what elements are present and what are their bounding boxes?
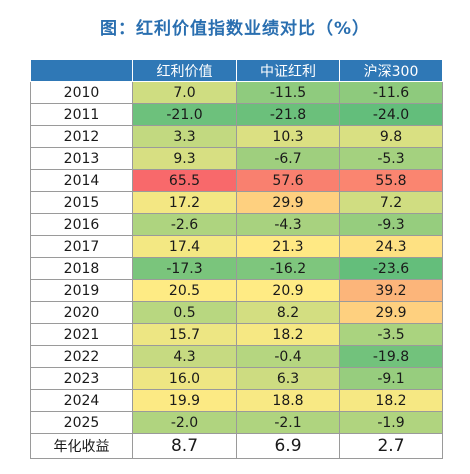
value-cell: -0.4 — [236, 345, 340, 368]
chart-title: 图：红利价值指数业绩对比（%） — [99, 19, 371, 39]
year-label: 2025 — [30, 411, 133, 434]
value-cell: 9.8 — [339, 125, 443, 148]
table-row: 2024 19.9 18.8 18.2 — [30, 389, 443, 412]
value-cell: 20.9 — [236, 279, 340, 302]
year-label: 2011 — [30, 103, 133, 126]
value-cell: 0.5 — [132, 301, 237, 324]
value-cell: -5.3 — [339, 147, 443, 170]
summary-row: 年化收益 8.7 6.9 2.7 — [30, 433, 443, 459]
year-label: 2019 — [30, 279, 133, 302]
value-cell: 15.7 — [132, 323, 237, 346]
value-cell: 29.9 — [339, 301, 443, 324]
year-label: 2018 — [30, 257, 133, 280]
table-row: 2019 20.5 20.9 39.2 — [30, 279, 443, 302]
value-cell: 3.3 — [132, 125, 237, 148]
header-row: 红利价值 中证红利 沪深300 — [30, 59, 443, 82]
table-body: 2010 7.0 -11.5 -11.6 2011 -21.0 -21.8 -24.0 2012… — [30, 81, 443, 459]
summary-label: 年化收益 — [30, 433, 133, 459]
year-label: 2021 — [30, 323, 133, 346]
table-row: 2017 17.4 21.3 24.3 — [30, 235, 443, 258]
value-cell: 19.9 — [132, 389, 237, 412]
value-cell: -2.6 — [132, 213, 237, 236]
performance-table: 红利价值 中证红利 沪深300 2010 7.0 -11.5 -11.6 2011 -21… — [30, 59, 443, 459]
table-row: 2021 15.7 18.2 -3.5 — [30, 323, 443, 346]
value-cell: -1.9 — [339, 411, 443, 434]
value-cell: 16.0 — [132, 367, 237, 390]
year-label: 2024 — [30, 389, 133, 412]
value-cell: -6.7 — [236, 147, 340, 170]
value-cell: 21.3 — [236, 235, 340, 258]
value-cell: -3.5 — [339, 323, 443, 346]
value-cell: -19.8 — [339, 345, 443, 368]
value-cell: -9.3 — [339, 213, 443, 236]
value-cell: 24.3 — [339, 235, 443, 258]
value-cell: -2.0 — [132, 411, 237, 434]
table-row: 2022 4.3 -0.4 -19.8 — [30, 345, 443, 368]
value-cell: -16.2 — [236, 257, 340, 280]
year-label: 2015 — [30, 191, 133, 214]
value-cell: -2.1 — [236, 411, 340, 434]
value-cell: 17.4 — [132, 235, 237, 258]
value-cell: 18.2 — [236, 323, 340, 346]
summary-value: 8.7 — [132, 433, 237, 459]
value-cell: 18.2 — [339, 389, 443, 412]
table-row: 2025 -2.0 -2.1 -1.9 — [30, 411, 443, 434]
table-row: 2013 9.3 -6.7 -5.3 — [30, 147, 443, 170]
value-cell: 18.8 — [236, 389, 340, 412]
column-header: 沪深300 — [339, 59, 443, 82]
value-cell: -24.0 — [339, 103, 443, 126]
value-cell: 4.3 — [132, 345, 237, 368]
year-label: 2012 — [30, 125, 133, 148]
value-cell: 39.2 — [339, 279, 443, 302]
value-cell: 7.2 — [339, 191, 443, 214]
value-cell: -21.8 — [236, 103, 340, 126]
value-cell: 6.3 — [236, 367, 340, 390]
year-label: 2010 — [30, 81, 133, 104]
year-label: 2017 — [30, 235, 133, 258]
column-header: 红利价值 — [132, 59, 237, 82]
value-cell: -4.3 — [236, 213, 340, 236]
value-cell: 7.0 — [132, 81, 237, 104]
value-cell: 20.5 — [132, 279, 237, 302]
table-row: 2011 -21.0 -21.8 -24.0 — [30, 103, 443, 126]
year-label: 2013 — [30, 147, 133, 170]
table-row: 2015 17.2 29.9 7.2 — [30, 191, 443, 214]
table-row: 2012 3.3 10.3 9.8 — [30, 125, 443, 148]
value-cell: 10.3 — [236, 125, 340, 148]
year-label: 2014 — [30, 169, 133, 192]
value-cell: 55.8 — [339, 169, 443, 192]
value-cell: -21.0 — [132, 103, 237, 126]
header-corner — [30, 59, 133, 82]
table-row: 2020 0.5 8.2 29.9 — [30, 301, 443, 324]
table-row: 2010 7.0 -11.5 -11.6 — [30, 81, 443, 104]
value-cell: 29.9 — [236, 191, 340, 214]
value-cell: 57.6 — [236, 169, 340, 192]
value-cell: -17.3 — [132, 257, 237, 280]
value-cell: 8.2 — [236, 301, 340, 324]
value-cell: -9.1 — [339, 367, 443, 390]
summary-value: 6.9 — [236, 433, 340, 459]
value-cell: -23.6 — [339, 257, 443, 280]
value-cell: -11.6 — [339, 81, 443, 104]
value-cell: 65.5 — [132, 169, 237, 192]
column-header: 中证红利 — [236, 59, 340, 82]
summary-value: 2.7 — [339, 433, 443, 459]
year-label: 2023 — [30, 367, 133, 390]
table-row: 2016 -2.6 -4.3 -9.3 — [30, 213, 443, 236]
year-label: 2022 — [30, 345, 133, 368]
year-label: 2020 — [30, 301, 133, 324]
table-row: 2014 65.5 57.6 55.8 — [30, 169, 443, 192]
table-row: 2018 -17.3 -16.2 -23.6 — [30, 257, 443, 280]
table-row: 2023 16.0 6.3 -9.1 — [30, 367, 443, 390]
year-label: 2016 — [30, 213, 133, 236]
value-cell: -11.5 — [236, 81, 340, 104]
value-cell: 17.2 — [132, 191, 237, 214]
value-cell: 9.3 — [132, 147, 237, 170]
